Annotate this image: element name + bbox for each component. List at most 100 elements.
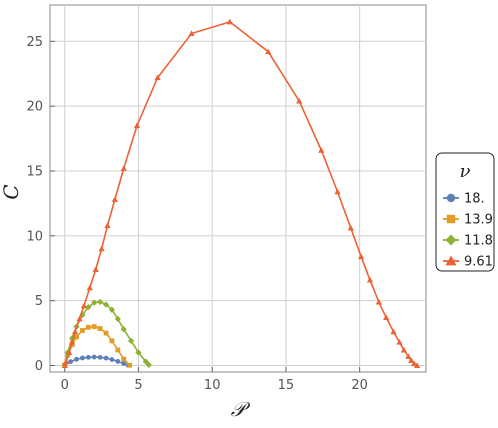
data-point	[71, 328, 79, 335]
legend-marker	[446, 193, 456, 203]
data-point	[154, 74, 161, 81]
data-point	[396, 339, 403, 345]
data-point	[390, 328, 397, 335]
legend-label: 9.61	[464, 255, 493, 270]
data-point	[121, 356, 127, 362]
plot-frame	[49, 4, 427, 373]
data-point	[411, 360, 418, 367]
series-line	[64, 20, 418, 367]
legend-item: 9.61	[443, 255, 493, 270]
x-tick-label: 5	[134, 378, 142, 393]
data-point	[79, 311, 86, 319]
data-point	[334, 188, 341, 195]
data-point	[145, 361, 152, 368]
data-point	[265, 48, 272, 55]
data-point	[347, 224, 354, 231]
grid	[50, 5, 426, 372]
data-point	[68, 335, 76, 342]
data-point	[74, 356, 79, 362]
data-point	[115, 358, 121, 364]
series-18.	[62, 354, 131, 368]
legend-marker	[446, 214, 456, 224]
data-point	[66, 349, 73, 356]
data-point	[296, 97, 303, 104]
data-point	[86, 284, 93, 291]
y-tick-label: 10	[26, 229, 43, 244]
data-point	[61, 362, 68, 369]
data-point	[414, 362, 421, 369]
y-tick-label: 5	[35, 294, 43, 309]
data-point	[104, 222, 111, 228]
series-layer	[61, 18, 421, 369]
data-point	[121, 361, 127, 366]
data-point	[127, 362, 133, 368]
data-point	[133, 122, 141, 129]
data-point	[103, 330, 109, 336]
data-point	[120, 326, 127, 333]
data-point	[375, 298, 382, 305]
data-point	[383, 314, 390, 321]
legend-title: ν	[460, 161, 471, 182]
legend-item: 11.8	[443, 234, 493, 249]
legend-item: 18.	[443, 192, 485, 207]
y-tick-label: 15	[26, 164, 43, 179]
x-tick-label: 0	[61, 378, 69, 393]
data-point	[318, 147, 325, 153]
legend-marker	[445, 255, 457, 266]
data-point	[226, 18, 234, 25]
y-tick-label: 25	[26, 35, 43, 50]
y-axis-title: C	[0, 184, 23, 199]
data-point	[109, 338, 115, 344]
data-point	[98, 245, 105, 252]
data-point	[127, 337, 135, 344]
data-point	[91, 324, 97, 330]
data-point	[68, 339, 76, 345]
data-point	[358, 253, 365, 260]
series-9.61	[61, 18, 421, 369]
data-point	[97, 326, 103, 331]
data-point	[108, 306, 116, 313]
data-point	[63, 358, 70, 365]
legend-item: 13.9	[443, 213, 493, 228]
data-point	[85, 354, 91, 360]
data-point	[102, 301, 110, 308]
data-point	[111, 196, 118, 203]
data-point	[103, 355, 109, 361]
data-point	[97, 354, 103, 360]
y-tick-label: 0	[35, 359, 43, 374]
legend-label: 18.	[464, 192, 485, 207]
data-point	[85, 304, 92, 311]
legend: ν 18. 13.9 11.8 9.61	[435, 152, 495, 272]
legend-label: 11.8	[464, 234, 493, 249]
data-point	[135, 349, 142, 356]
data-point	[114, 315, 121, 322]
data-point	[120, 165, 127, 171]
legend-items: 18. 13.9 11.8 9.61	[443, 192, 493, 270]
data-point	[68, 359, 74, 365]
data-point	[408, 357, 415, 363]
data-point	[80, 302, 88, 309]
data-point	[115, 347, 121, 353]
ticks: 0 5 10 15 20 0 5 10 15 20 25	[26, 35, 367, 393]
data-point	[405, 353, 412, 359]
x-axis-title: 𝒫	[231, 397, 251, 421]
legend-marker	[445, 234, 457, 246]
data-point	[366, 276, 374, 283]
data-point	[91, 299, 98, 306]
data-point	[80, 355, 85, 361]
data-point	[97, 298, 104, 306]
x-tick-label: 15	[278, 378, 295, 393]
data-point	[188, 30, 195, 37]
data-point	[74, 334, 79, 340]
data-point	[80, 328, 85, 333]
data-point	[109, 357, 115, 362]
data-point	[92, 266, 99, 273]
data-point	[91, 354, 97, 360]
data-point	[85, 324, 91, 330]
legend-label: 13.9	[464, 213, 493, 228]
x-tick-label: 10	[204, 378, 221, 393]
data-point	[400, 346, 408, 353]
x-tick-label: 20	[351, 378, 368, 393]
data-point	[142, 358, 149, 365]
